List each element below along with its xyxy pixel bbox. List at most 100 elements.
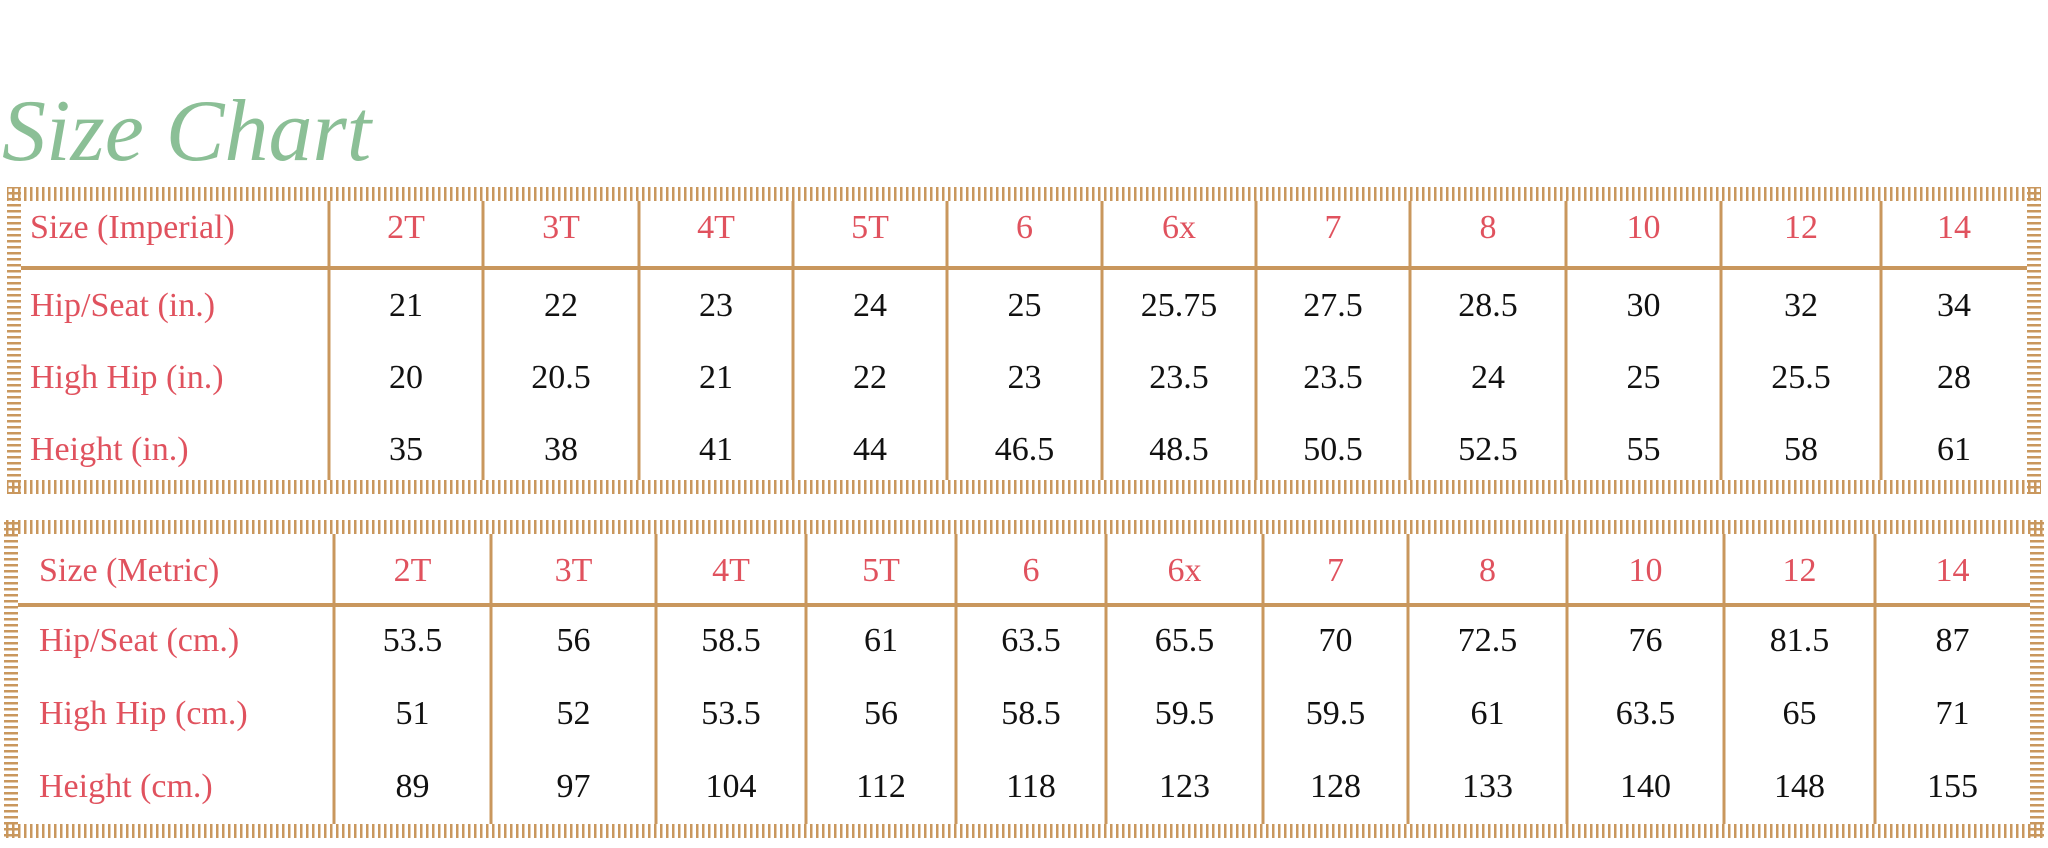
cell-value: 27.5 (1303, 287, 1363, 324)
header-size: 14 (1937, 209, 1971, 246)
header-label: Size (Metric) (39, 552, 219, 589)
title: Size Chart (2, 83, 374, 180)
cell-value: 65 (1783, 695, 1817, 732)
ruler-border (7, 187, 2041, 201)
header-size: 7 (1327, 552, 1344, 589)
header-size: 3T (555, 552, 593, 589)
header-size: 6x (1168, 552, 1202, 589)
cell-value: 65.5 (1155, 622, 1215, 659)
cell-value: 25.75 (1141, 287, 1218, 324)
row-label: High Hip (cm.) (39, 695, 248, 732)
cell-value: 63.5 (1616, 695, 1676, 732)
cell-value: 50.5 (1303, 431, 1363, 468)
cell-value: 23 (1008, 359, 1042, 396)
cell-value: 28 (1937, 359, 1971, 396)
cell-value: 22 (853, 359, 887, 396)
cell-value: 21 (699, 359, 733, 396)
cell-value: 97 (557, 768, 591, 805)
ruler-border (2027, 187, 2041, 494)
header-size: 8 (1480, 209, 1497, 246)
cell-value: 34 (1937, 287, 1971, 324)
header-size: 8 (1479, 552, 1496, 589)
cell-value: 20.5 (531, 359, 591, 396)
ruler-border (4, 824, 2044, 838)
header-size: 10 (1629, 552, 1663, 589)
ruler-border (2030, 520, 2044, 838)
header-size: 3T (542, 209, 580, 246)
header-size: 6x (1162, 209, 1196, 246)
cell-value: 53.5 (701, 695, 761, 732)
cell-value: 71 (1936, 695, 1970, 732)
cell-value: 123 (1159, 768, 1210, 805)
ruler-border (7, 187, 21, 494)
cell-value: 76 (1629, 622, 1663, 659)
cell-value: 22 (544, 287, 578, 324)
header-size: 10 (1627, 209, 1661, 246)
cell-value: 58 (1784, 431, 1818, 468)
header-size: 5T (851, 209, 889, 246)
header-size: 14 (1936, 552, 1970, 589)
cell-value: 81.5 (1770, 622, 1830, 659)
cell-value: 28.5 (1458, 287, 1518, 324)
header-size: 4T (712, 552, 750, 589)
cell-value: 24 (1471, 359, 1505, 396)
cell-value: 140 (1620, 768, 1671, 805)
cell-value: 61 (864, 622, 898, 659)
cell-value: 24 (853, 287, 887, 324)
cell-value: 104 (706, 768, 757, 805)
cell-value: 41 (699, 431, 733, 468)
row-label: Height (cm.) (39, 768, 213, 805)
cell-value: 59.5 (1306, 695, 1366, 732)
cell-value: 53.5 (383, 622, 443, 659)
header-label: Size (Imperial) (30, 209, 235, 246)
cell-value: 52.5 (1458, 431, 1518, 468)
cell-value: 133 (1462, 768, 1513, 805)
cell-value: 48.5 (1149, 431, 1209, 468)
cell-value: 23.5 (1303, 359, 1363, 396)
ruler-border (7, 480, 2041, 494)
cell-value: 112 (856, 768, 906, 805)
header-size: 2T (394, 552, 432, 589)
cell-value: 55 (1627, 431, 1661, 468)
cell-value: 155 (1927, 768, 1978, 805)
cell-value: 32 (1784, 287, 1818, 324)
header-size: 2T (387, 209, 425, 246)
header-size: 12 (1784, 209, 1818, 246)
cell-value: 56 (557, 622, 591, 659)
cell-value: 118 (1006, 768, 1056, 805)
header-size: 5T (862, 552, 900, 589)
cell-value: 61 (1471, 695, 1505, 732)
cell-value: 148 (1774, 768, 1825, 805)
cell-value: 52 (557, 695, 591, 732)
header-size: 4T (697, 209, 735, 246)
header-size: 6 (1023, 552, 1040, 589)
cell-value: 30 (1627, 287, 1661, 324)
cell-value: 25.5 (1771, 359, 1831, 396)
row-label: Height (in.) (30, 431, 189, 468)
ruler-border (4, 520, 18, 838)
cell-value: 23 (699, 287, 733, 324)
header-size: 6 (1016, 209, 1033, 246)
cell-value: 51 (396, 695, 430, 732)
cell-value: 63.5 (1001, 622, 1061, 659)
cell-value: 87 (1936, 622, 1970, 659)
row-label: Hip/Seat (in.) (30, 287, 215, 324)
cell-value: 89 (396, 768, 430, 805)
header-size: 12 (1783, 552, 1817, 589)
cell-value: 56 (864, 695, 898, 732)
cell-value: 58.5 (701, 622, 761, 659)
row-label: High Hip (in.) (30, 359, 224, 396)
cell-value: 21 (389, 287, 423, 324)
cell-value: 72.5 (1458, 622, 1518, 659)
header-size: 7 (1325, 209, 1342, 246)
cell-value: 38 (544, 431, 578, 468)
row-label: Hip/Seat (cm.) (39, 622, 239, 659)
cell-value: 25 (1008, 287, 1042, 324)
cell-value: 35 (389, 431, 423, 468)
cell-value: 61 (1937, 431, 1971, 468)
cell-value: 20 (389, 359, 423, 396)
cell-value: 44 (853, 431, 887, 468)
ruler-border (4, 520, 2044, 534)
cell-value: 58.5 (1001, 695, 1061, 732)
